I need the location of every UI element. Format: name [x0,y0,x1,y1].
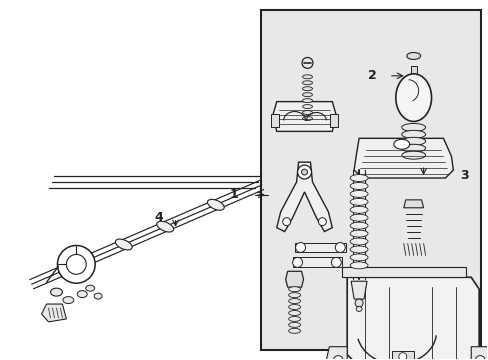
Ellipse shape [288,293,300,298]
Polygon shape [292,257,342,267]
Text: 3: 3 [459,168,468,181]
Ellipse shape [349,238,367,245]
Ellipse shape [401,130,425,138]
Polygon shape [342,267,466,277]
Bar [270,113,278,127]
Text: 4: 4 [154,211,163,224]
Ellipse shape [207,199,224,210]
Ellipse shape [393,139,409,149]
Ellipse shape [398,353,406,360]
Ellipse shape [282,218,290,226]
Polygon shape [41,304,66,322]
Ellipse shape [115,239,132,250]
Polygon shape [276,162,332,231]
Ellipse shape [288,305,300,310]
Ellipse shape [302,99,312,103]
Ellipse shape [288,328,300,333]
Polygon shape [346,277,478,360]
Ellipse shape [318,218,325,226]
Ellipse shape [401,144,425,152]
Polygon shape [285,271,303,287]
Ellipse shape [301,169,307,175]
Ellipse shape [349,198,367,205]
Ellipse shape [302,93,312,96]
Ellipse shape [349,230,367,237]
Ellipse shape [302,58,312,68]
Ellipse shape [57,246,95,283]
Polygon shape [325,347,346,360]
Polygon shape [294,243,346,252]
Ellipse shape [349,214,367,221]
Bar [391,351,413,360]
Ellipse shape [333,356,343,360]
Ellipse shape [288,316,300,321]
Ellipse shape [395,74,431,121]
Ellipse shape [94,293,102,299]
Polygon shape [350,281,366,299]
Ellipse shape [349,183,367,189]
Ellipse shape [50,288,62,296]
Ellipse shape [66,255,86,274]
Ellipse shape [302,87,312,91]
Bar [260,10,480,350]
Text: 1: 1 [229,188,238,201]
Ellipse shape [355,306,361,311]
Ellipse shape [288,323,300,327]
Ellipse shape [401,151,425,159]
Ellipse shape [349,262,367,269]
Ellipse shape [288,310,300,315]
Ellipse shape [302,117,312,121]
Ellipse shape [349,206,367,213]
Polygon shape [470,347,488,360]
Ellipse shape [77,291,87,298]
Text: 2: 2 [367,69,376,82]
Polygon shape [353,138,452,178]
Bar [410,66,416,80]
Ellipse shape [401,137,425,145]
Ellipse shape [349,222,367,229]
Ellipse shape [302,75,312,79]
Ellipse shape [401,123,425,131]
Ellipse shape [406,53,420,59]
Bar [330,113,338,127]
Ellipse shape [295,243,305,252]
Ellipse shape [335,243,345,252]
Ellipse shape [349,246,367,253]
Ellipse shape [354,299,362,307]
Ellipse shape [157,221,173,232]
Ellipse shape [302,111,312,114]
Ellipse shape [302,81,312,85]
Ellipse shape [302,105,312,109]
Ellipse shape [349,190,367,197]
Ellipse shape [288,287,300,292]
Ellipse shape [331,257,341,267]
Ellipse shape [349,175,367,181]
Ellipse shape [292,257,302,267]
Polygon shape [403,200,423,208]
Ellipse shape [297,165,311,179]
Ellipse shape [63,297,74,303]
Ellipse shape [85,285,95,291]
Polygon shape [272,102,336,131]
Ellipse shape [288,298,300,303]
Ellipse shape [349,254,367,261]
Ellipse shape [474,356,484,360]
